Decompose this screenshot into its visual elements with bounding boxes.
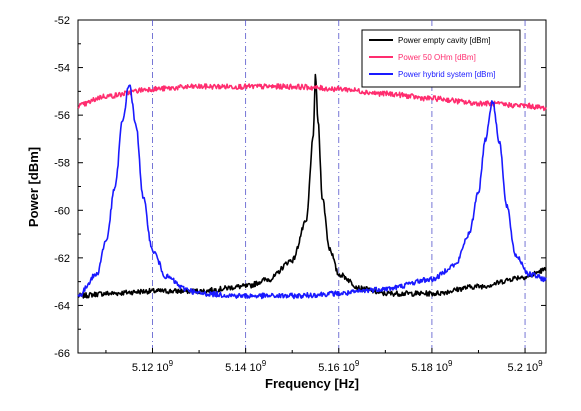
legend-label-50-ohm: Power 50 OHm [dBm]: [398, 53, 476, 62]
data-series: [77, 73, 547, 300]
series-line-2: [77, 84, 547, 300]
series-line-0: [77, 73, 547, 299]
legend-label-hybrid: Power hybrid system [dBm]: [398, 70, 495, 79]
y-tick-label: -52: [54, 15, 70, 27]
series-line-1: [77, 83, 547, 112]
y-tick-label: -54: [54, 63, 70, 75]
x-tick-label: 5.16 109: [318, 359, 360, 374]
x-tick-label: 5.2 109: [508, 359, 544, 374]
y-tick-label: -62: [54, 253, 70, 265]
y-tick-label: -60: [54, 205, 70, 217]
y-tick-label: -64: [54, 300, 70, 312]
legend-label-empty-cavity: Power empty cavity [dBm]: [398, 36, 490, 45]
y-axis-title: Power [dBm]: [26, 147, 41, 227]
legend: Power empty cavity [dBm] Power 50 OHm [d…: [361, 29, 521, 88]
y-tick-label: -66: [54, 348, 70, 360]
axis-ticks: -66 -64 -62 -60 -58 -56 -54 -52 5.12 109 5.14 109…: [54, 15, 546, 374]
x-tick-label: 5.18 109: [411, 359, 453, 374]
x-tick-label: 5.14 109: [225, 359, 267, 374]
x-axis-title: Frequency [Hz]: [265, 376, 359, 391]
x-tick-label: 5.12 109: [132, 359, 174, 374]
y-tick-label: -58: [54, 158, 70, 170]
y-tick-label: -56: [54, 110, 70, 122]
